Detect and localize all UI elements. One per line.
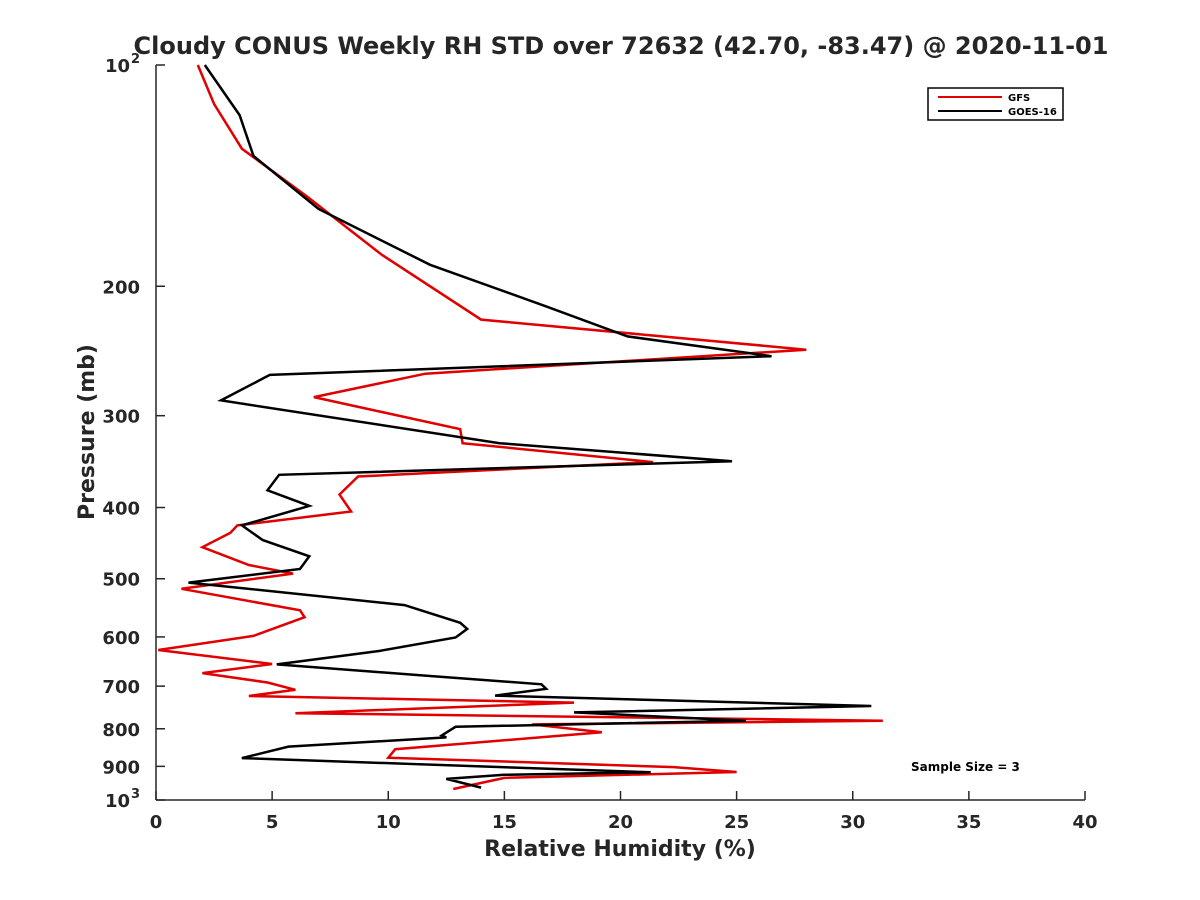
y-tick-exponent: 3 xyxy=(131,787,140,802)
y-tick-label: 400 xyxy=(102,499,140,520)
y-tick-label: 200 xyxy=(102,277,140,298)
plot-area: 0 5 10 15 20 25 30 35 40 10 220030040050060070080… xyxy=(102,52,1097,833)
y-tick-label: 900 xyxy=(102,757,140,778)
x-tick-label: 15 xyxy=(492,812,517,833)
x-tick-label: 20 xyxy=(608,812,633,833)
x-tick-label: 35 xyxy=(956,812,981,833)
x-ticks: 0 5 10 15 20 25 30 35 40 xyxy=(150,791,1098,833)
series-line-goes16 xyxy=(188,64,872,789)
legend-label-gfs: GFS xyxy=(1008,93,1030,104)
y-axis-label: Pressure (mb) xyxy=(75,344,100,520)
y-tick-label: 10 xyxy=(105,791,130,812)
y-tick-label: 10 xyxy=(105,56,130,77)
x-tick-label: 0 xyxy=(150,812,163,833)
x-tick-label: 25 xyxy=(724,812,749,833)
x-axis-label: Relative Humidity (%) xyxy=(484,837,756,862)
legend-box xyxy=(927,87,1064,121)
legend: GFS GOES-16 xyxy=(927,87,1064,121)
y-tick-label: 700 xyxy=(102,677,140,698)
x-tick-label: 5 xyxy=(266,812,279,833)
y-tick-label: 300 xyxy=(102,407,140,428)
series-lines xyxy=(158,64,883,791)
y-tick-label: 500 xyxy=(102,570,140,591)
sample-size-annotation: Sample Size = 3 xyxy=(911,760,1020,774)
x-tick-label: 10 xyxy=(376,812,401,833)
series-line-gfs xyxy=(158,64,883,791)
x-tick-label: 40 xyxy=(1072,812,1097,833)
chart-title: Cloudy CONUS Weekly RH STD over 72632 (4… xyxy=(134,32,1109,60)
y-tick-label: 800 xyxy=(102,720,140,741)
legend-label-goes16: GOES-16 xyxy=(1008,107,1057,118)
y-tick-label: 600 xyxy=(102,628,140,649)
x-tick-label: 30 xyxy=(840,812,865,833)
y-tick-exponent: 2 xyxy=(131,52,140,67)
